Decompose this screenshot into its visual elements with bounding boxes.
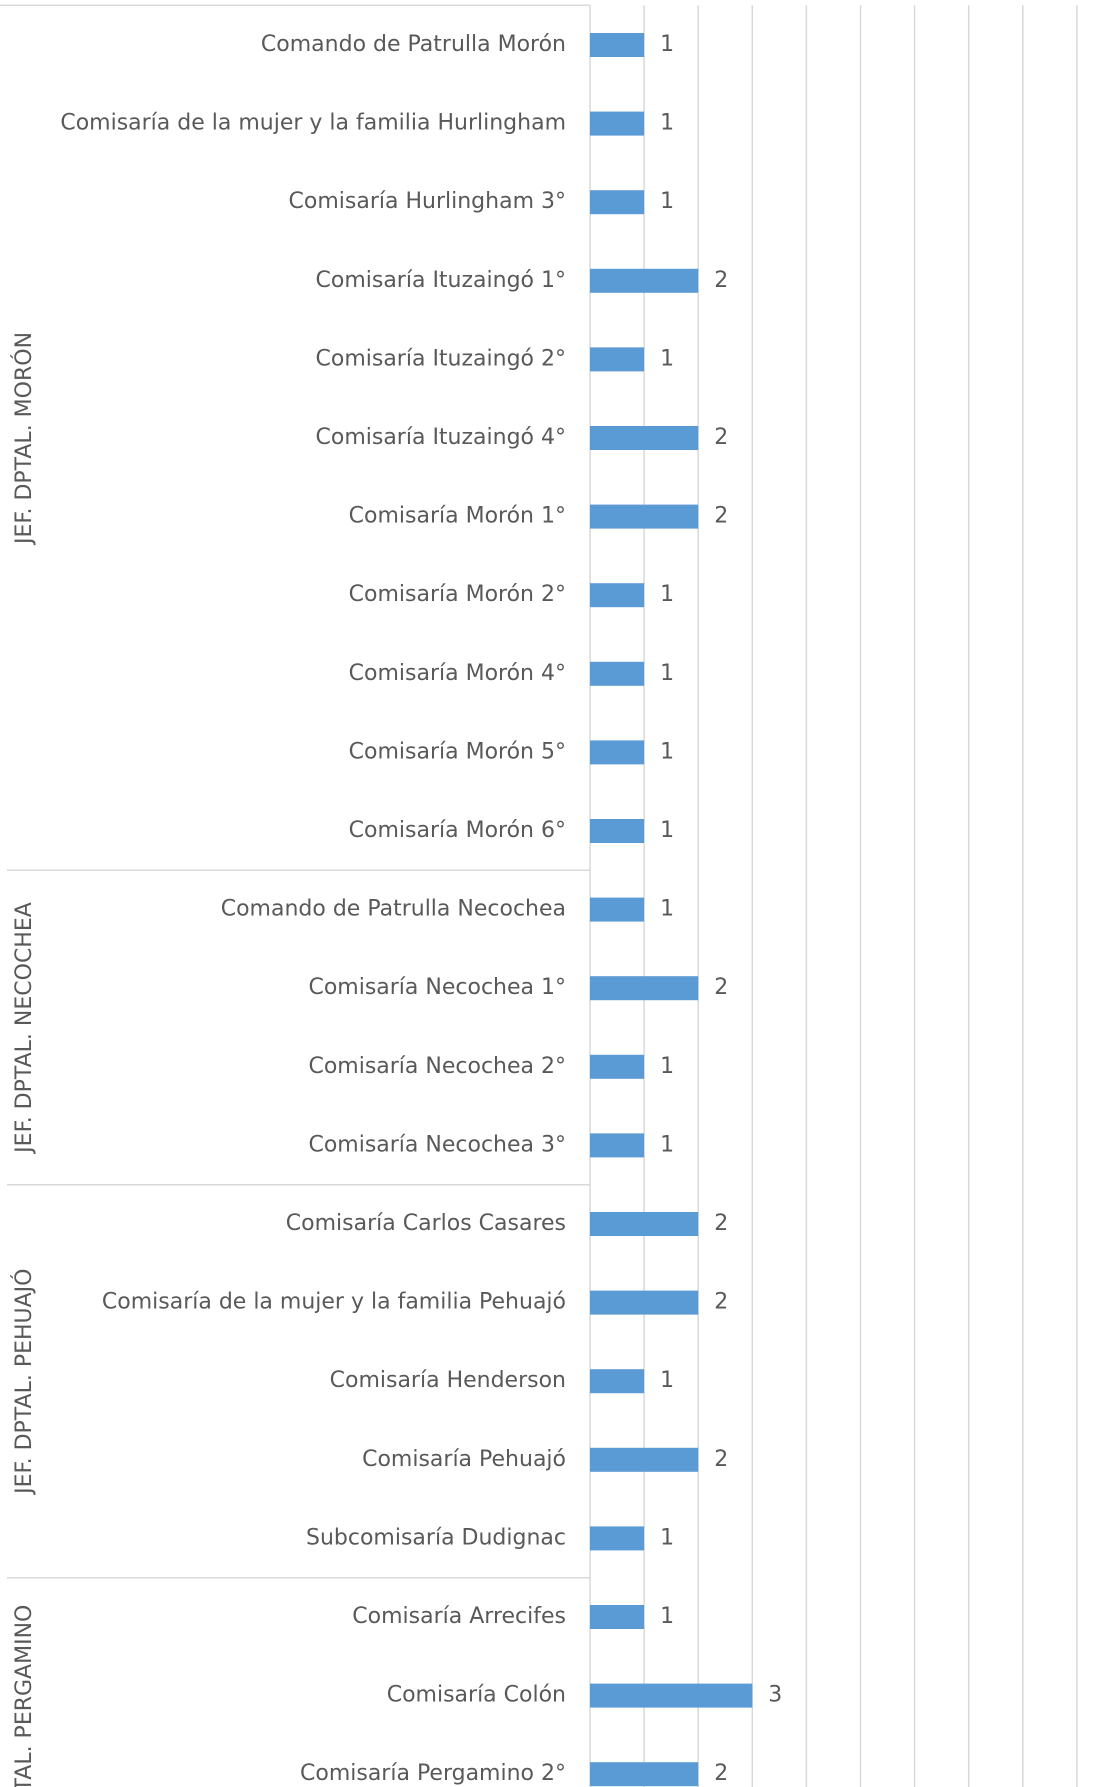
category-label: Comisaría Pergamino 2° xyxy=(300,1761,566,1786)
bar xyxy=(590,347,645,372)
category-label: Comisaría Morón 6° xyxy=(349,818,566,843)
value-label: 1 xyxy=(660,1368,674,1393)
category-label: Comando de Patrulla Necochea xyxy=(221,897,566,922)
bar xyxy=(590,190,645,215)
category-label: Comisaría Morón 4° xyxy=(349,661,566,686)
category-label: Comisaría Morón 5° xyxy=(349,739,566,764)
bar xyxy=(590,661,645,686)
value-label: 2 xyxy=(714,1211,728,1236)
bar xyxy=(590,1683,753,1708)
value-label: 1 xyxy=(660,739,674,764)
value-label: 1 xyxy=(660,111,674,136)
bar xyxy=(590,1526,645,1551)
category-label: Comisaría Ituzaingó 2° xyxy=(316,346,567,371)
value-label: 1 xyxy=(660,582,674,607)
value-label: 2 xyxy=(714,1290,728,1315)
category-label: Comisaría Morón 2° xyxy=(349,582,566,607)
bar xyxy=(590,1447,699,1472)
bar xyxy=(590,1605,645,1629)
value-label: 1 xyxy=(660,897,674,922)
category-label: Subcomisaría Dudignac xyxy=(306,1525,566,1550)
category-label: Comisaría de la mujer y la familia Hurli… xyxy=(60,111,566,136)
value-label: 1 xyxy=(660,818,674,843)
group-label: JEF. DPTAL. NECOCHEA xyxy=(12,902,37,1155)
bar xyxy=(590,1290,699,1315)
bar xyxy=(590,976,699,1001)
category-label: Comisaría Necochea 2° xyxy=(308,1054,566,1079)
category-label: Comisaría Necochea 1° xyxy=(308,975,566,1000)
category-label: Comando de Patrulla Morón xyxy=(261,32,566,57)
bar xyxy=(590,268,699,293)
category-label: Comisaría Hurlingham 3° xyxy=(289,189,566,214)
value-label: 2 xyxy=(714,504,728,529)
bar xyxy=(590,1369,645,1394)
category-label: Comisaría Henderson xyxy=(330,1368,566,1393)
category-label: Comisaría Ituzaingó 4° xyxy=(316,425,567,450)
value-label: 1 xyxy=(660,346,674,371)
value-label: 1 xyxy=(660,1054,674,1079)
value-label: 1 xyxy=(660,32,674,57)
value-label: 1 xyxy=(660,189,674,214)
bar xyxy=(590,1762,699,1787)
bar xyxy=(590,819,645,843)
bar xyxy=(590,111,645,136)
value-label: 1 xyxy=(660,1132,674,1157)
value-label: 1 xyxy=(660,661,674,686)
bar xyxy=(590,33,645,57)
value-label: 1 xyxy=(660,1604,674,1629)
value-label: 1 xyxy=(660,1525,674,1550)
bar xyxy=(590,1054,645,1079)
value-label: 3 xyxy=(768,1683,782,1708)
bar xyxy=(590,426,699,450)
bar xyxy=(590,583,645,608)
category-label: Comisaría Carlos Casares xyxy=(286,1211,566,1236)
category-label: Comisaría Arrecifes xyxy=(352,1604,566,1629)
group-label: JEF. DPTAL. PERGAMINO xyxy=(12,1605,37,1787)
category-label: Comisaría Pehuajó xyxy=(362,1447,566,1472)
bar xyxy=(590,1133,645,1158)
group-label: JEF. DPTAL. MORÓN xyxy=(11,332,37,546)
value-label: 2 xyxy=(714,975,728,1000)
value-label: 2 xyxy=(714,1761,728,1786)
bar xyxy=(590,1212,699,1236)
value-label: 2 xyxy=(714,1447,728,1472)
bar xyxy=(590,897,645,922)
value-label: 2 xyxy=(714,268,728,293)
value-label: 2 xyxy=(714,425,728,450)
category-label: Comisaría Colón xyxy=(387,1683,566,1708)
category-label: Comisaría Necochea 3° xyxy=(308,1132,566,1157)
group-label: JEF. DPTAL. PEHUAJÓ xyxy=(11,1268,37,1495)
category-label: Comisaría Morón 1° xyxy=(349,504,566,529)
bar xyxy=(590,504,699,529)
bar xyxy=(590,740,645,765)
category-label: Comisaría Ituzaingó 1° xyxy=(316,268,567,293)
category-label: Comisaría de la mujer y la familia Pehua… xyxy=(102,1290,566,1315)
